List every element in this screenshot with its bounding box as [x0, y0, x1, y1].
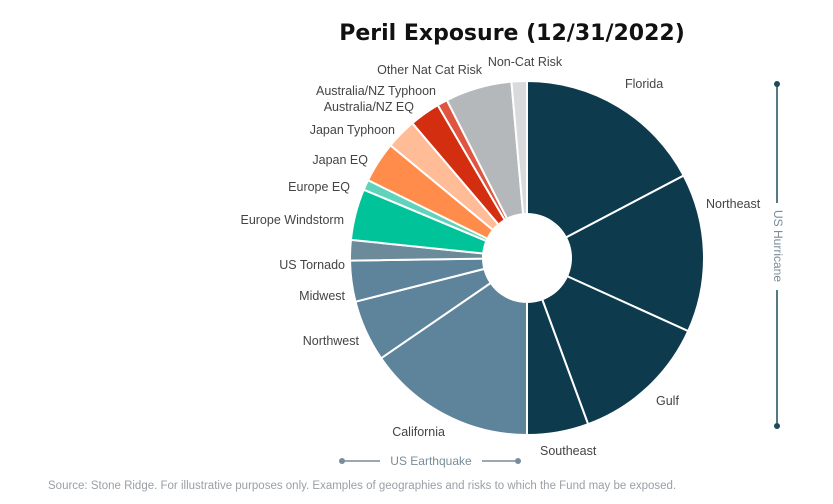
pie-slice-gulf	[525, 256, 690, 426]
slice-label-gulf: Gulf	[656, 394, 679, 408]
donut-hole	[482, 213, 572, 303]
pie-slices	[349, 79, 705, 437]
us-hurricane-label: US Hurricane	[771, 210, 785, 282]
us-earthquake-label: US Earthquake	[390, 454, 472, 468]
slice-label-us-tornado: US Tornado	[279, 258, 345, 272]
pie-slice-california	[379, 256, 528, 437]
slice-label-florida: Florida	[625, 77, 663, 91]
slice-label-australia-nz-eq: Australia/NZ EQ	[324, 100, 415, 114]
slice-label-california: California	[392, 425, 445, 439]
slice-label-other-nat-cat-risk: Other Nat Cat Risk	[377, 63, 483, 77]
slice-label-europe-windstorm: Europe Windstorm	[240, 213, 344, 227]
us-hurricane-bracket-dot-bottom	[774, 423, 780, 429]
slice-label-non-cat-risk: Non-Cat Risk	[488, 55, 563, 69]
us-earthquake-bracket: US Earthquake	[339, 454, 521, 468]
slice-label-japan-eq: Japan EQ	[312, 153, 368, 167]
slice-labels: Florida Northeast Gulf Southeast California N…	[240, 55, 760, 458]
us-earthquake-bracket-dot-right	[515, 458, 521, 464]
us-hurricane-bracket: US Hurricane	[771, 81, 785, 429]
pie-slice-florida	[526, 79, 685, 260]
us-hurricane-bracket-dot-top	[774, 81, 780, 87]
chart-title: Peril Exposure (12/31/2022)	[339, 21, 685, 46]
slice-label-midwest: Midwest	[299, 289, 345, 303]
source-footnote: Source: Stone Ridge. For illustrative pu…	[48, 480, 676, 492]
slice-label-australia-nz-typhoon: Australia/NZ Typhoon	[316, 84, 436, 98]
us-earthquake-bracket-dot-left	[339, 458, 345, 464]
slice-label-southeast: Southeast	[540, 444, 597, 458]
slice-label-japan-typhoon: Japan Typhoon	[310, 123, 395, 137]
slice-label-europe-eq: Europe EQ	[288, 180, 350, 194]
pie-slice-northeast	[524, 174, 705, 333]
slice-label-northeast: Northeast	[706, 197, 761, 211]
slice-label-northwest: Northwest	[303, 334, 360, 348]
